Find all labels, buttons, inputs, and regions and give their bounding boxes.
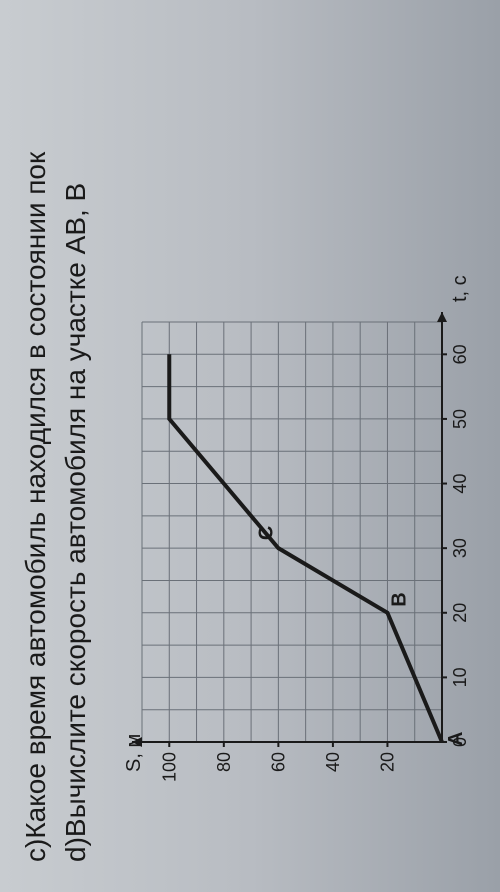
svg-text:B: B xyxy=(388,592,410,606)
svg-text:20: 20 xyxy=(450,603,470,623)
svg-text:80: 80 xyxy=(214,752,234,772)
svg-text:10: 10 xyxy=(450,667,470,687)
svg-text:50: 50 xyxy=(450,409,470,429)
distance-time-chart: 204060801000102030405060S, мt, сABC xyxy=(122,242,482,802)
svg-text:S, м: S, м xyxy=(123,734,145,772)
svg-text:100: 100 xyxy=(159,752,179,782)
svg-text:60: 60 xyxy=(450,344,470,364)
svg-text:t, с: t, с xyxy=(449,275,471,302)
content-area: с)Какое время автомобиль находился в сос… xyxy=(0,0,500,892)
chart-svg: 204060801000102030405060S, мt, сABC xyxy=(122,242,482,802)
svg-text:A: A xyxy=(445,732,467,746)
svg-text:20: 20 xyxy=(377,752,397,772)
svg-text:40: 40 xyxy=(450,474,470,494)
svg-text:40: 40 xyxy=(323,752,343,772)
svg-text:30: 30 xyxy=(450,538,470,558)
question-d: d)Вычислите скорость автомобиля на участ… xyxy=(60,30,92,862)
svg-text:60: 60 xyxy=(268,752,288,772)
rotated-container: с)Какое время автомобиль находился в сос… xyxy=(0,0,500,892)
svg-text:C: C xyxy=(255,526,277,540)
question-c: с)Какое время автомобиль находился в сос… xyxy=(20,30,52,862)
